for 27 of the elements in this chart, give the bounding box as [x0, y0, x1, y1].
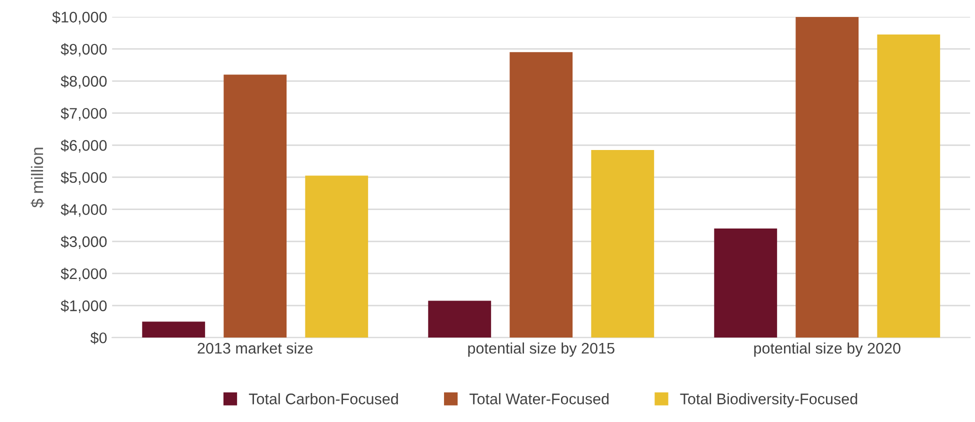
- x-tick-label: potential size by 2020: [754, 342, 900, 357]
- bar: [224, 74, 287, 338]
- y-axis-title: $ million: [30, 148, 44, 208]
- y-tick-label: $6,000: [60, 139, 107, 153]
- bar: [510, 52, 573, 338]
- legend-label: Total Water-Focused: [470, 393, 609, 404]
- bar: [428, 300, 492, 338]
- y-tick-label: $3,000: [60, 236, 107, 249]
- y-tick-label: $0: [90, 332, 107, 344]
- y-tick-label: $10,000: [52, 11, 107, 24]
- legend-label: Total Carbon-Focused: [248, 393, 398, 404]
- y-tick-label: $2,000: [60, 268, 107, 281]
- y-tick-label: $5,000: [60, 171, 107, 185]
- y-tick-label: $4,000: [60, 204, 107, 217]
- y-tick-label: $7,000: [60, 107, 107, 121]
- bar: [305, 176, 368, 338]
- y-tick-label: $8,000: [60, 75, 107, 89]
- bar: [142, 322, 206, 338]
- legend-label: Total Biodiversity-Focused: [680, 393, 858, 408]
- bar: [877, 34, 940, 338]
- x-tick-label: 2013 market size: [198, 342, 313, 354]
- bar: [714, 228, 778, 338]
- bar: [591, 150, 654, 338]
- y-tick-label: $1,000: [60, 300, 107, 314]
- y-tick-label: $9,000: [60, 43, 107, 56]
- bar: [796, 16, 859, 338]
- x-tick-label: potential size by 2015: [468, 342, 614, 357]
